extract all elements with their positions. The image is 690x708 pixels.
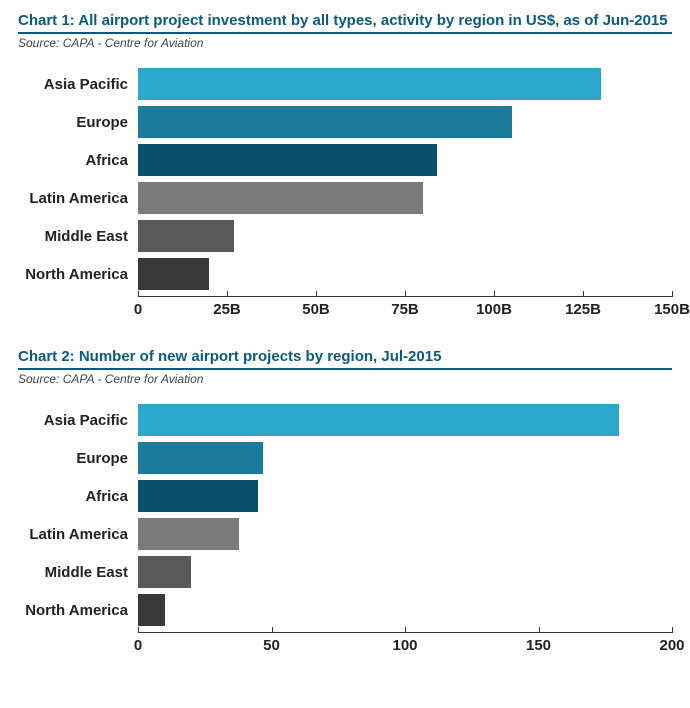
chart-1-title: Chart 1: All airport project investment … <box>18 12 672 34</box>
axis-tick-label: 150B <box>654 301 690 318</box>
bar-row: Africa <box>18 480 672 512</box>
bar-row: North America <box>18 258 672 290</box>
chart-2-title: Chart 2: Number of new airport projects … <box>18 348 672 370</box>
bar-label: Latin America <box>18 526 138 543</box>
bar-row: North America <box>18 594 672 626</box>
bar-track <box>138 182 672 214</box>
axis-tick <box>672 291 673 297</box>
bar-label: Europe <box>18 450 138 467</box>
bar-row: Latin America <box>18 518 672 550</box>
axis-tick-label: 50 <box>263 637 280 654</box>
bar-label: Europe <box>18 114 138 131</box>
chart-2: Chart 2: Number of new airport projects … <box>18 348 672 656</box>
bar-fill <box>138 144 437 176</box>
bar-label: Middle East <box>18 564 138 581</box>
bar-label: Middle East <box>18 228 138 245</box>
bar-label: North America <box>18 266 138 283</box>
bar-row: Asia Pacific <box>18 68 672 100</box>
axis-tick-label: 0 <box>134 301 142 318</box>
axis-tick-label: 200 <box>659 637 684 654</box>
bar-row: Middle East <box>18 220 672 252</box>
bar-fill <box>138 258 209 290</box>
axis-tick <box>583 291 584 297</box>
bar-track <box>138 258 672 290</box>
axis-tick <box>405 291 406 297</box>
axis-tick <box>138 627 139 633</box>
bar-fill <box>138 518 239 550</box>
axis-tick-label: 0 <box>134 637 142 654</box>
bar-fill <box>138 594 165 626</box>
axis-tick-label: 150 <box>526 637 551 654</box>
bar-track <box>138 556 672 588</box>
bar-row: Asia Pacific <box>18 404 672 436</box>
bar-track <box>138 144 672 176</box>
bar-track <box>138 480 672 512</box>
bar-fill <box>138 106 512 138</box>
axis-tick <box>138 291 139 297</box>
bar-label: Asia Pacific <box>18 412 138 429</box>
bar-row: Africa <box>18 144 672 176</box>
bar-label: Asia Pacific <box>18 76 138 93</box>
bar-label: Africa <box>18 152 138 169</box>
bar-track <box>138 68 672 100</box>
bar-row: Europe <box>18 442 672 474</box>
bar-fill <box>138 442 263 474</box>
axis-tick-label: 125B <box>565 301 601 318</box>
bar-row: Europe <box>18 106 672 138</box>
axis-tick-label: 50B <box>302 301 330 318</box>
axis-tick <box>316 291 317 297</box>
bar-fill <box>138 220 234 252</box>
bar-fill <box>138 68 601 100</box>
bar-track <box>138 518 672 550</box>
x-axis-track: 025B50B75B100B125B150B <box>138 296 672 320</box>
bar-track <box>138 220 672 252</box>
x-axis-track: 050100150200 <box>138 632 672 656</box>
bar-label: North America <box>18 602 138 619</box>
axis-tick-label: 100B <box>476 301 512 318</box>
chart-1: Chart 1: All airport project investment … <box>18 12 672 320</box>
chart-2-source: Source: CAPA - Centre for Aviation <box>18 372 672 386</box>
chart-1-bars: Asia Pacific Europe Africa Latin America Mid… <box>18 68 672 320</box>
bar-label: Latin America <box>18 190 138 207</box>
axis-tick <box>227 291 228 297</box>
x-axis: 050100150200 <box>18 632 672 656</box>
axis-tick-label: 75B <box>391 301 419 318</box>
bar-track <box>138 442 672 474</box>
axis-tick-label: 100 <box>392 637 417 654</box>
bar-row: Latin America <box>18 182 672 214</box>
axis-tick <box>272 627 273 633</box>
bar-fill <box>138 404 619 436</box>
axis-tick-label: 25B <box>213 301 241 318</box>
bar-row: Middle East <box>18 556 672 588</box>
bar-track <box>138 106 672 138</box>
chart-2-bars: Asia Pacific Europe Africa Latin America Mid… <box>18 404 672 656</box>
x-axis: 025B50B75B100B125B150B <box>18 296 672 320</box>
bar-label: Africa <box>18 488 138 505</box>
bar-fill <box>138 556 191 588</box>
bar-fill <box>138 182 423 214</box>
axis-tick <box>672 627 673 633</box>
bar-track <box>138 594 672 626</box>
axis-tick <box>405 627 406 633</box>
axis-tick <box>539 627 540 633</box>
bar-track <box>138 404 672 436</box>
axis-tick <box>494 291 495 297</box>
chart-1-source: Source: CAPA - Centre for Aviation <box>18 36 672 50</box>
bar-fill <box>138 480 258 512</box>
